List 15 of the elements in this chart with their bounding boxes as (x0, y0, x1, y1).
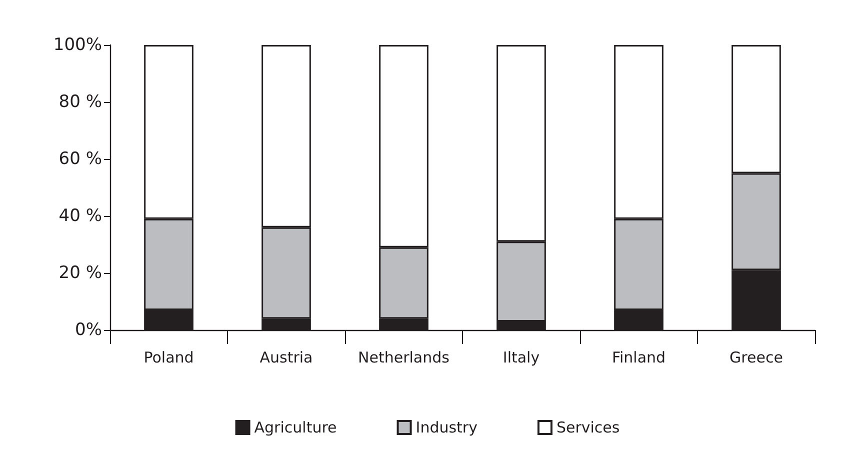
x-tick-label: Austria (260, 348, 313, 366)
x-tick-label: Iltaly (502, 348, 540, 366)
x-tick-label: Netherlands (358, 348, 450, 366)
legend-label: Agriculture (254, 418, 337, 436)
x-tick-label: Finland (612, 348, 666, 366)
x-tick-label: Greece (730, 348, 783, 366)
y-tick-label: 20 % (58, 263, 102, 283)
x-tick-label: Poland (144, 348, 194, 366)
y-tick-label: 0% (75, 320, 102, 340)
y-tick-label: 80 % (58, 92, 102, 112)
legend-label: Industry (416, 418, 478, 436)
legend-label: Services (556, 418, 620, 436)
y-tick-label: 60 % (58, 149, 102, 169)
y-tick-label: 100% (53, 35, 102, 55)
y-tick-label: 40 % (58, 206, 102, 226)
